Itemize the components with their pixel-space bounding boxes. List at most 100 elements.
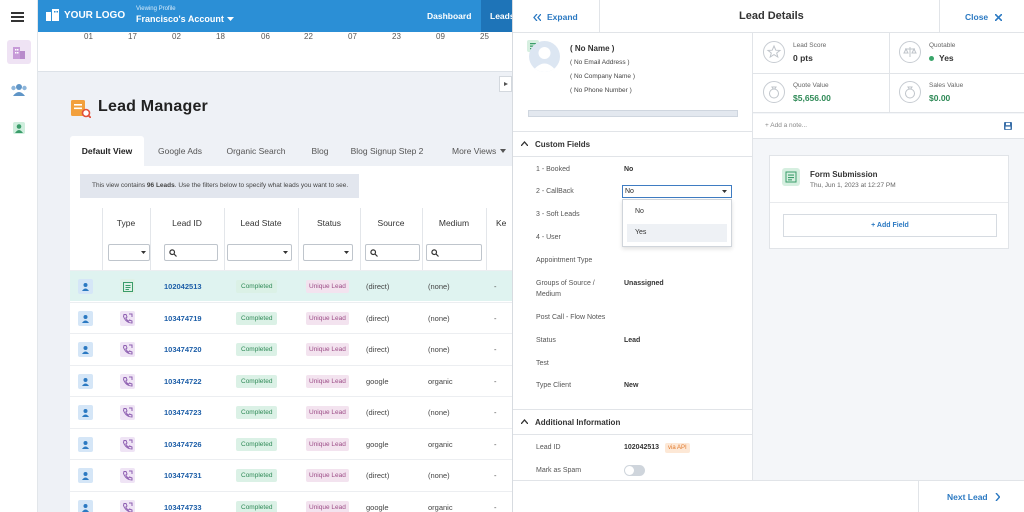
medium-cell: (none) (428, 345, 450, 354)
row-contact-icon[interactable] (78, 499, 93, 512)
add-note-input[interactable]: + Add a note... (765, 122, 808, 129)
chevron-up-icon (521, 419, 528, 424)
tab-default-view[interactable]: Default View (70, 136, 144, 166)
col-lead-id[interactable]: Lead ID (172, 218, 202, 228)
chart-axis-tick: 01 (84, 32, 93, 41)
contact-scroll-bar[interactable] (528, 110, 738, 117)
close-button[interactable]: Close (965, 12, 1003, 22)
spam-toggle[interactable] (624, 465, 645, 476)
type-filter-select[interactable] (108, 244, 150, 261)
callback-select[interactable]: No (622, 185, 732, 198)
lead-id-link[interactable]: 103474720 (164, 345, 202, 354)
form-date: Thu, Jun 1, 2023 at 12:27 PM (810, 182, 896, 189)
table-row[interactable]: 103474722 Completed Unique Lead google organ… (70, 364, 512, 396)
tab-more-views[interactable]: More Views (442, 136, 512, 166)
lead-id-link[interactable]: 103474723 (164, 408, 202, 417)
lead-id-link[interactable]: 102042513 (164, 282, 202, 291)
logo[interactable]: YOUR LOGO (46, 9, 125, 21)
row-contact-icon[interactable] (78, 468, 93, 483)
custom-fields-header[interactable]: Custom Fields (513, 131, 752, 157)
table-row[interactable]: 103474733 Completed Unique Lead google organ… (70, 490, 512, 512)
double-chevron-left-icon (533, 13, 541, 21)
lead-id-filter-input[interactable] (164, 244, 218, 261)
table-row[interactable]: 103474726 Completed Unique Lead google organ… (70, 427, 512, 459)
col-medium[interactable]: Medium (438, 218, 470, 228)
row-contact-icon[interactable] (78, 373, 93, 389)
account-selector[interactable]: Francisco's Account (136, 14, 234, 24)
medium-filter-input[interactable] (426, 244, 482, 261)
close-label: Close (965, 12, 989, 22)
nav-dashboard[interactable]: Dashboard (427, 11, 472, 21)
row-contact-icon[interactable] (78, 342, 93, 357)
call-lead-icon (120, 405, 135, 420)
table-row[interactable]: 103474719 Completed Unique Lead (direct) (no… (70, 301, 512, 333)
chart-axis-tick: 18 (216, 32, 225, 41)
row-contact-icon[interactable] (78, 405, 93, 420)
panel-right-column: Lead Score 0 pts Quotable Yes Quote Valu… (753, 33, 1024, 480)
lead-state-badge: Completed (236, 343, 278, 356)
expand-button[interactable]: Expand (533, 12, 578, 22)
building-icon[interactable] (7, 40, 31, 64)
next-lead-button[interactable]: Next Lead (947, 492, 1000, 502)
source-filter-input[interactable] (365, 244, 420, 261)
additional-info-header[interactable]: Additional Information (513, 409, 752, 435)
panel-header: Expand Lead Details Close (513, 0, 1024, 33)
table-row[interactable]: 103474720 Completed Unique Lead (direct) (no… (70, 333, 512, 364)
lead-state-filter-select[interactable] (227, 244, 292, 261)
logo-text: YOUR LOGO (64, 9, 126, 21)
col-keyword[interactable]: Ke (496, 218, 507, 228)
save-icon[interactable] (1004, 122, 1012, 130)
note-bar: + Add a note... (753, 114, 1024, 139)
tab-organic-search[interactable]: Organic Search (226, 146, 286, 156)
lead-id-link[interactable]: 103474719 (164, 313, 202, 323)
field-value-status[interactable]: Lead (624, 337, 641, 344)
via-api-badge: via API (665, 443, 690, 453)
call-lead-icon (120, 373, 135, 389)
tab-blog-signup-step-2[interactable]: Blog Signup Step 2 (350, 146, 424, 156)
lead-id-link[interactable]: 103474733 (164, 502, 202, 512)
row-contact-icon[interactable] (78, 436, 93, 452)
collapse-handle[interactable] (499, 76, 512, 92)
field-label-soft-leads: 3 - Soft Leads (536, 211, 580, 218)
main-content: 01 17 02 18 06 22 07 23 09 25 Lead Manager Defaul… (38, 32, 512, 512)
col-type[interactable]: Type (116, 218, 136, 228)
search-icon (431, 249, 439, 257)
call-lead-icon (120, 436, 135, 452)
stat-quotable: Quotable Yes (889, 33, 1024, 73)
callback-dropdown-menu: No Yes (622, 199, 732, 247)
tab-google-ads[interactable]: Google Ads (158, 146, 202, 156)
caret-down-icon (722, 190, 727, 193)
field-value-groups[interactable]: Unassigned (624, 280, 664, 287)
lead-id-link[interactable]: 103474722 (164, 376, 202, 386)
contact-icon[interactable] (7, 116, 31, 140)
tab-blog[interactable]: Blog (311, 146, 329, 156)
field-label-groups-line2: Medium (536, 291, 561, 298)
field-label-type-client: Type Client (536, 382, 572, 389)
col-status[interactable]: Status (316, 218, 342, 228)
row-contact-icon[interactable] (78, 310, 93, 326)
lead-id-link[interactable]: 103474731 (164, 471, 202, 480)
menu-icon[interactable] (10, 10, 26, 24)
table-row[interactable]: 103474731 Completed Unique Lead (direct) (no… (70, 459, 512, 490)
nav-leads[interactable]: Leads (481, 0, 512, 32)
medium-cell: (none) (428, 313, 450, 323)
form-title: Form Submission (810, 170, 878, 179)
lead-state-badge: Completed (236, 437, 278, 451)
field-value-type-client[interactable]: New (624, 382, 639, 389)
field-value-booked[interactable]: No (624, 166, 634, 173)
lead-details-panel: Expand Lead Details Close ( No Name ) ( … (512, 0, 1024, 512)
lead-id-link[interactable]: 103474726 (164, 439, 202, 449)
dropdown-option-yes[interactable]: Yes (627, 224, 727, 242)
add-field-button[interactable]: + Add Field (783, 214, 997, 237)
col-lead-state[interactable]: Lead State (240, 218, 282, 228)
status-badge: Unique Lead (306, 311, 349, 325)
status-filter-select[interactable] (303, 244, 353, 261)
row-contact-icon[interactable] (78, 279, 93, 294)
table-row[interactable]: 103474723 Completed Unique Lead (direct) (no… (70, 396, 512, 427)
users-icon[interactable] (7, 78, 31, 102)
col-source[interactable]: Source (377, 218, 405, 228)
table-row[interactable]: 102042513 Completed Unique Lead (direct) (no… (70, 270, 512, 301)
medium-cell: organic (428, 376, 453, 386)
dropdown-option-no[interactable]: No (635, 208, 644, 215)
status-badge: Unique Lead (306, 280, 349, 293)
